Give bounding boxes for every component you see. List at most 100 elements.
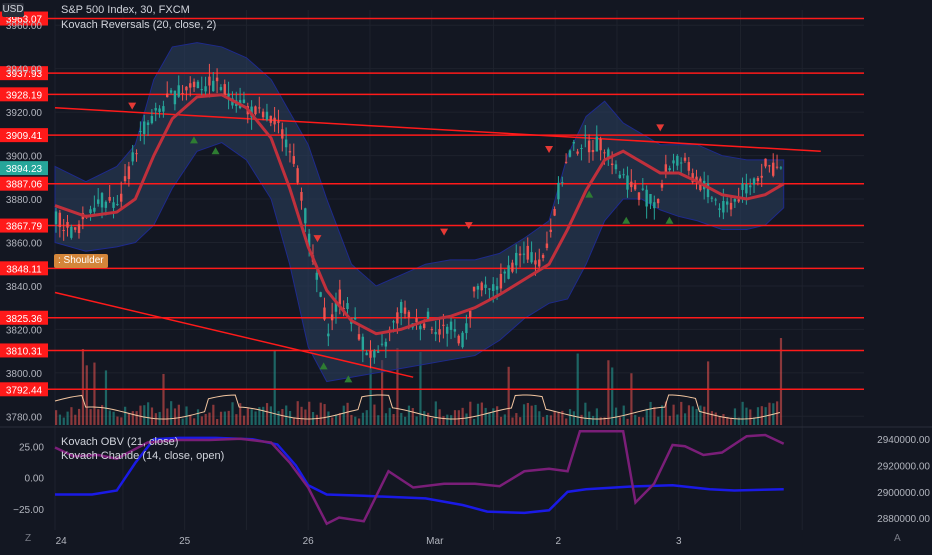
volume-bar [538, 411, 541, 425]
level-tag-label: 3792.44 [6, 385, 43, 396]
volume-bar [722, 414, 725, 425]
volume-bar [411, 408, 414, 425]
candle-body [300, 191, 303, 201]
volume-bar [653, 407, 656, 425]
volume-bar [703, 406, 706, 425]
candle-body [196, 81, 200, 89]
candle-body [422, 323, 426, 329]
volume-bar [131, 411, 134, 425]
volume-bar [58, 414, 62, 425]
volume-bar [603, 417, 606, 425]
volume-bar [461, 407, 464, 425]
volume-bar [150, 407, 154, 425]
volume-bar [718, 416, 721, 425]
y-tick-label: 3820.00 [6, 325, 43, 336]
volume-bar [139, 405, 142, 425]
candle-body [288, 151, 292, 153]
volume-bar [89, 409, 92, 425]
volume-bar [308, 401, 311, 425]
chande-tick-label: 0.00 [25, 474, 45, 485]
volume-bar [442, 416, 445, 425]
candle-body [660, 183, 664, 188]
candle-body [729, 202, 733, 210]
volume-bar [660, 405, 664, 425]
obv-label[interactable]: Kovach OBV (21, close) [61, 436, 179, 448]
zoom-button[interactable]: Z [25, 533, 32, 544]
pattern-label[interactable]: : Shoulder [54, 254, 108, 268]
indicator-label[interactable]: Kovach Reversals (20, close, 2) [61, 19, 217, 31]
candle-body [430, 329, 434, 331]
trendlines[interactable] [54, 107, 821, 378]
level-tag-label: 3887.06 [6, 180, 43, 191]
candle-body [166, 93, 169, 98]
candle-body [334, 302, 338, 312]
volume-bar [568, 409, 572, 425]
basis-line [54, 93, 785, 336]
volume-bar [365, 410, 368, 425]
volume-bar [549, 415, 552, 425]
candle-body [116, 204, 119, 206]
candle-body [392, 321, 395, 323]
volume-bar [446, 414, 449, 425]
volume-bar [97, 409, 100, 425]
candle-body [572, 141, 575, 144]
level-tag [0, 66, 48, 81]
candle-body [591, 149, 595, 153]
candle-body [365, 352, 368, 356]
candle-body [515, 252, 518, 266]
volume-bar [116, 416, 119, 425]
last-price-tag [0, 161, 48, 176]
volume-bar [342, 405, 345, 425]
x-tick-label: 24 [56, 536, 68, 547]
volume-bar [672, 404, 675, 425]
candle-body [492, 284, 495, 291]
candle-body [296, 168, 299, 183]
volume-bar [618, 417, 621, 425]
volume-bar [641, 417, 645, 425]
volume-bar [254, 411, 257, 425]
volume-bar [354, 416, 357, 425]
volume-bar [177, 404, 180, 425]
obv-line [55, 436, 784, 515]
level-tag-label: 3867.79 [6, 222, 43, 233]
candle-body [369, 350, 372, 358]
candle-body [557, 182, 560, 200]
volume-bars [54, 338, 783, 425]
last-price-label: 3894.23 [6, 164, 43, 175]
volume-bar [361, 412, 365, 425]
volume-bar [242, 415, 246, 425]
chande-line [54, 430, 785, 526]
candle-body [135, 153, 138, 155]
chande-label[interactable]: Kovach Chande (14, close, open) [61, 450, 225, 462]
candle-body [346, 303, 349, 310]
candle-body [526, 245, 529, 260]
candle-body [446, 326, 449, 334]
level-tag [0, 343, 48, 358]
candle-body [281, 129, 284, 139]
candle-body [495, 286, 499, 290]
y-tick-label: 3800.00 [6, 369, 43, 380]
volume-bar [595, 408, 598, 425]
currency-badge[interactable]: USD [2, 3, 24, 17]
candle-body [752, 178, 756, 185]
volume-bar [469, 401, 472, 425]
candle-body [284, 139, 288, 148]
y-tick-label: 3840.00 [6, 282, 43, 293]
candle-body [108, 197, 111, 201]
volume-bar [127, 413, 131, 425]
volume-bar [565, 418, 568, 425]
candle-body [465, 323, 468, 334]
horizontal-levels[interactable]: 3963.07 3937.93 3928.19 3909.41 3887.06 3867.… [0, 11, 864, 397]
volume-bar [415, 416, 418, 425]
auto-scale-button[interactable]: A [894, 533, 901, 544]
x-tick-label: 26 [303, 536, 315, 547]
volume-bar [62, 417, 65, 425]
volume-bar [369, 351, 372, 425]
x-tick-label: 25 [179, 536, 191, 547]
level-tag [0, 128, 48, 143]
trendline [54, 291, 414, 378]
volume-bar [304, 409, 307, 425]
y-tick-label: 3940.00 [6, 65, 43, 76]
